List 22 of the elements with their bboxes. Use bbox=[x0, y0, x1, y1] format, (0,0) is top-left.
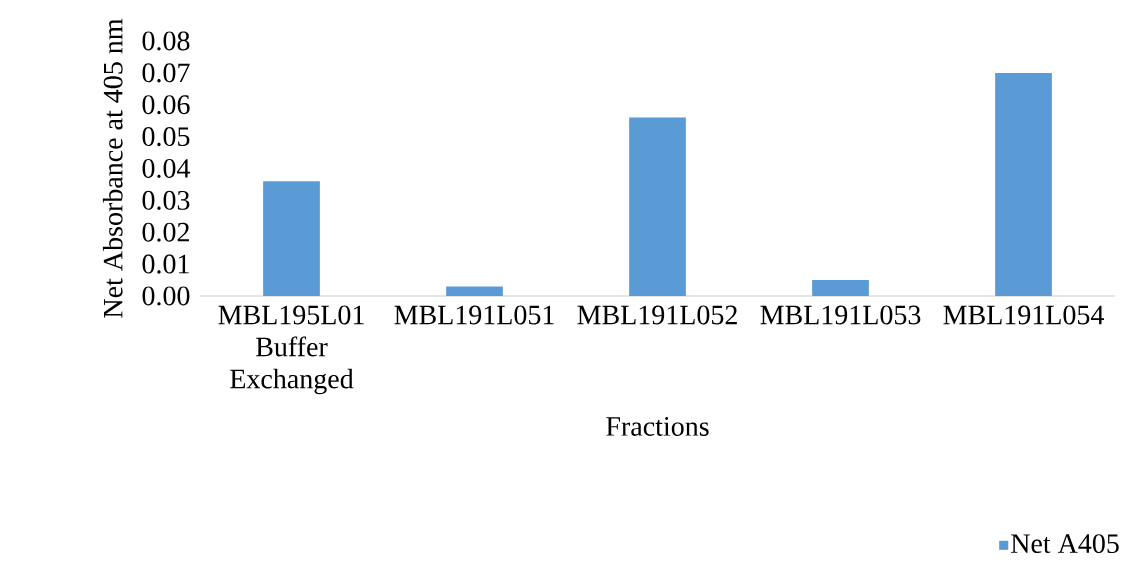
y-tick-label: 0.03 bbox=[142, 190, 190, 210]
x-tick-label: MBL195L01 Buffer Exchanged bbox=[218, 305, 364, 395]
legend-label: Net A405 bbox=[1011, 534, 1119, 554]
x-axis-title: Fractions bbox=[606, 417, 709, 436]
bar bbox=[629, 117, 686, 296]
x-tick-label: MBL191L054 bbox=[943, 305, 1104, 325]
bar bbox=[995, 72, 1052, 296]
bar bbox=[263, 181, 320, 296]
y-tick-label: 0.04 bbox=[142, 158, 191, 179]
y-tick-label: 0.00 bbox=[142, 286, 190, 306]
x-tick-label: MBL191L051 bbox=[394, 305, 554, 325]
y-tick-label: 0.08 bbox=[142, 31, 190, 51]
x-tick-label: MBL191L052 bbox=[577, 305, 737, 325]
y-tick-label: 0.06 bbox=[142, 95, 190, 115]
y-tick-label: 0.05 bbox=[142, 127, 190, 147]
y-tick-label: 0.01 bbox=[142, 254, 189, 274]
y-tick-label: 0.02 bbox=[142, 222, 189, 242]
bar bbox=[446, 286, 503, 296]
y-axis-title: Net Absorbance at 405 nm bbox=[102, 18, 123, 318]
bar bbox=[812, 280, 869, 296]
x-tick-label: MBL191L053 bbox=[760, 305, 921, 325]
y-tick-label: 0.07 bbox=[142, 63, 190, 83]
